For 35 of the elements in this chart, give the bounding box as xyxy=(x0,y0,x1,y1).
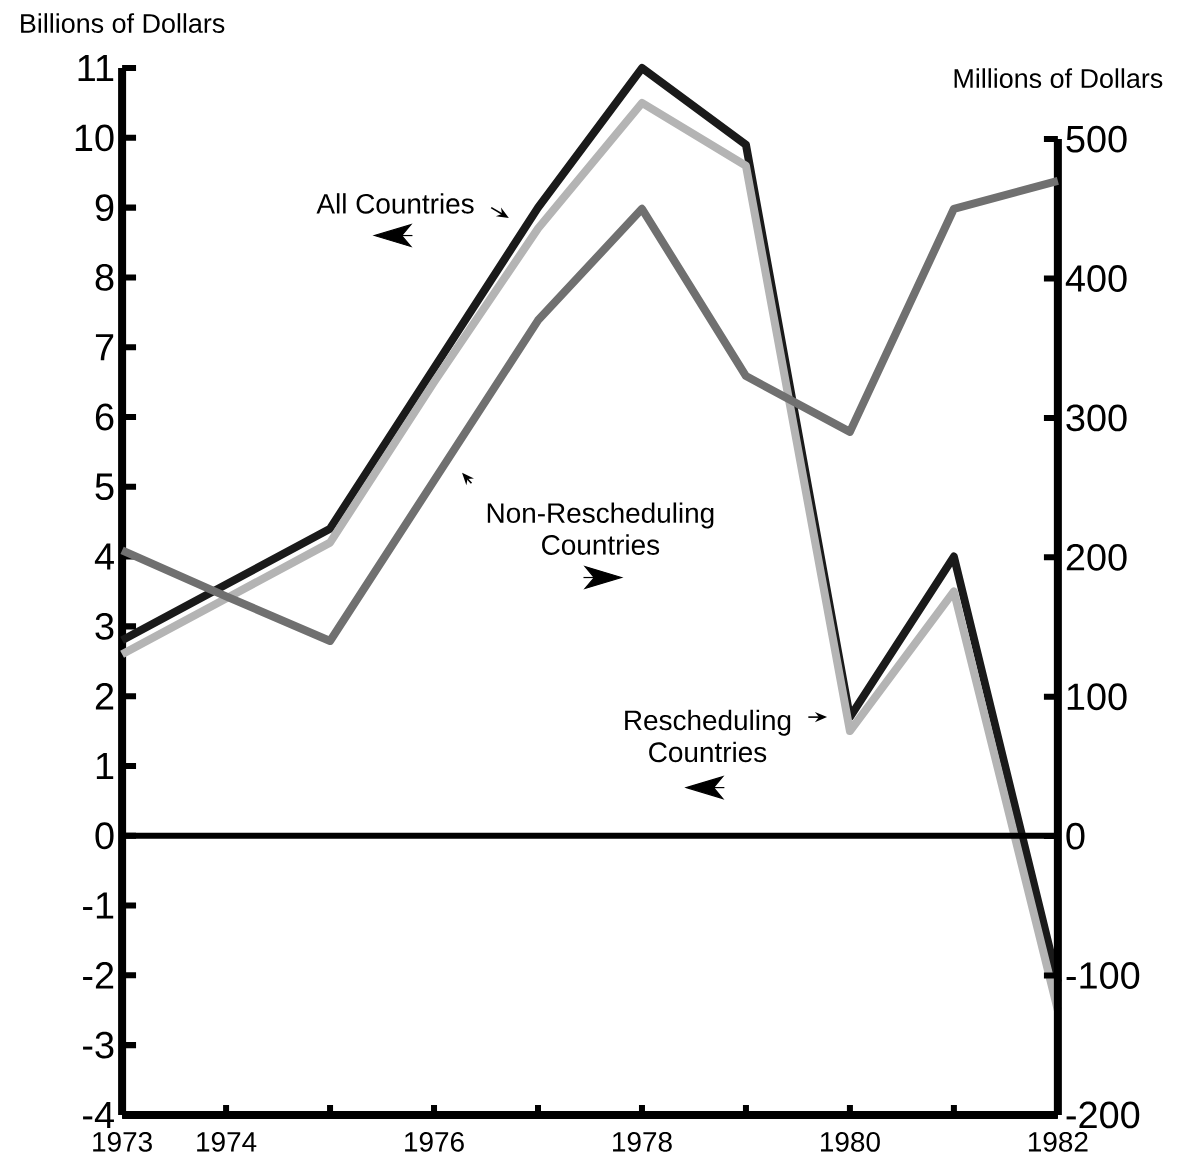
y-tick-label: 9 xyxy=(95,194,114,222)
text: Non-Rescheduling Countries xyxy=(487,502,714,555)
y-tick-label: 3 xyxy=(95,612,114,640)
y2-tick-label: 500 xyxy=(1066,125,1127,153)
y2-tick-label: -100 xyxy=(1066,962,1140,989)
y2-tick-label: 100 xyxy=(1067,683,1127,711)
y-tick-label: 8 xyxy=(95,264,114,291)
y-tick-label: -2 xyxy=(83,962,114,989)
y-tick-label: 1 xyxy=(96,752,114,780)
y2-tick-label: -200 xyxy=(1066,1101,1140,1129)
x-tick-label: 1976 xyxy=(405,1131,464,1152)
y-tick-label: -3 xyxy=(83,1031,114,1059)
y-tick-label: 10 xyxy=(75,124,114,152)
y-tick-label: 4 xyxy=(94,543,114,570)
x-tick-label: 1980 xyxy=(820,1131,880,1152)
y-tick-label: 0 xyxy=(95,822,114,850)
y-tick-label: -1 xyxy=(83,892,114,919)
y-axis-title: Billions of Dollars xyxy=(21,13,225,33)
y2-tick-label: 0 xyxy=(1066,822,1085,850)
x-tick-label: 1978 xyxy=(613,1131,672,1152)
series-label: Rescheduling Countries xyxy=(625,709,791,763)
series-label: All Countries xyxy=(316,193,474,214)
x-tick-label: 1973 xyxy=(93,1131,152,1152)
y2-tick-label: 300 xyxy=(1066,404,1127,432)
y-tick-label: -4 xyxy=(83,1101,114,1128)
y-tick-label: 7 xyxy=(95,334,114,361)
y2-tick-label: 400 xyxy=(1065,265,1127,292)
y2-axis-title: Millions of Dollars xyxy=(954,68,1163,89)
x-tick-label: 1982 xyxy=(1028,1131,1088,1152)
x-tick-label: 1974 xyxy=(197,1131,257,1152)
y-tick-label: 11 xyxy=(78,55,114,82)
y2-tick-label: 200 xyxy=(1066,543,1127,571)
y-tick-label: 6 xyxy=(95,403,114,431)
y-tick-label: 5 xyxy=(95,473,114,501)
y-tick-label: 2 xyxy=(95,682,114,710)
